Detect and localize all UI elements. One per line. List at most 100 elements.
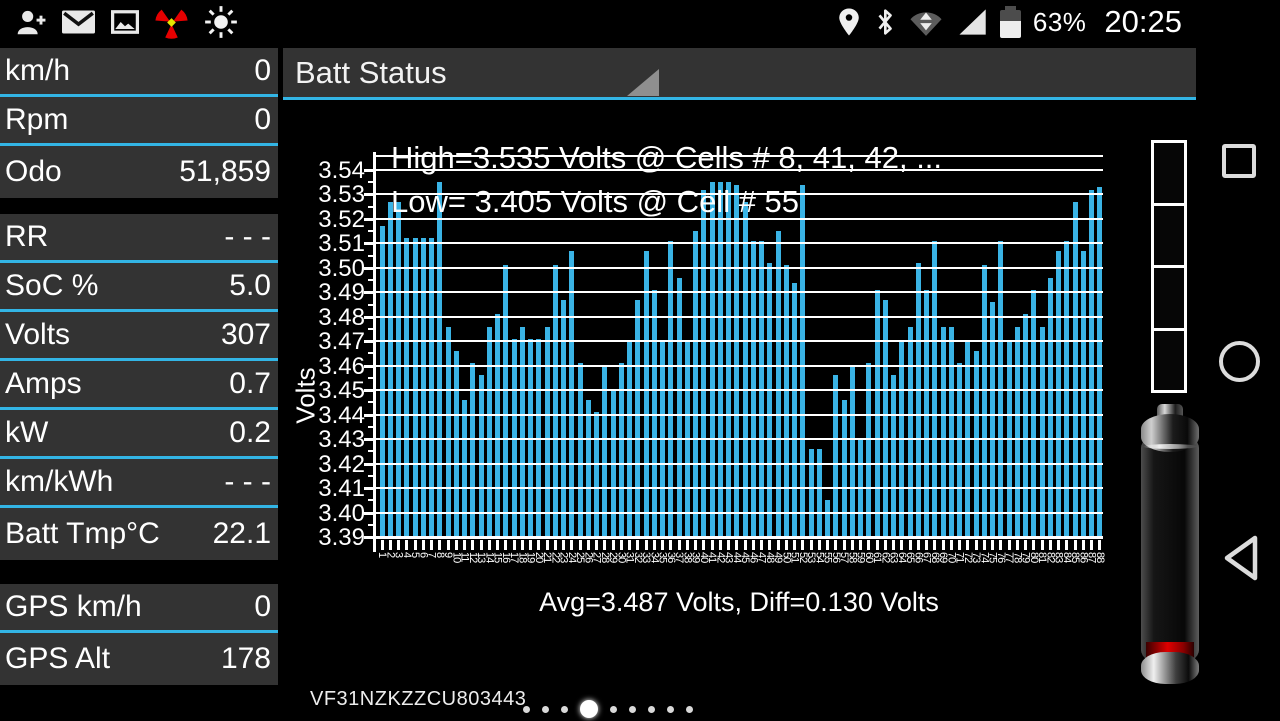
x-tick-label: 59 [854,552,867,563]
y-tick-label: 3.39 [318,524,365,551]
x-tick-label: 86 [1077,552,1090,563]
x-tick [1081,540,1085,550]
x-tick-label: 10 [450,552,463,563]
x-tick-label: 11 [458,552,471,562]
y-tick-label: 3.52 [318,206,365,233]
y-minor-tick [368,499,375,501]
telemetry-tile-odo[interactable]: Odo 51,859 [0,146,278,198]
x-tick-label: 50 [780,552,793,563]
voltage-bar [519,327,525,537]
x-tick-label: 2 [384,552,397,558]
tile-label: Volts [5,318,71,351]
x-tick-label: 76 [994,552,1007,563]
sidebar-group: RR - - - SoC % 5.0 Volts 307 Amps 0.7 kW 0.2 km/kW… [0,214,278,560]
y-minor-tick [368,255,375,257]
tile-label: Rpm [5,103,69,136]
x-tick [793,540,796,550]
x-tick [1015,540,1019,550]
telemetry-tile-kw[interactable]: kW 0.2 [0,410,278,459]
y-tick [364,267,375,270]
telemetry-tile-gps-km-h[interactable]: GPS km/h 0 [0,584,278,633]
y-tick-label: 3.45 [318,377,365,404]
y-minor-tick [368,230,375,232]
y-tick [364,389,375,392]
y-minor-tick [368,352,375,354]
gridline [375,487,1103,489]
page-dot[interactable] [610,705,617,713]
x-tick [454,540,458,550]
y-minor-tick [368,279,375,281]
y-tick-label: 3.46 [318,353,365,380]
x-tick-label: 18 [516,552,529,563]
page-dot[interactable] [523,705,530,713]
x-tick-label: 72 [961,552,974,563]
y-tick-label: 3.51 [318,230,365,257]
x-tick-label: 29 [607,552,619,563]
x-tick [892,540,895,550]
x-tick-label: 1 [376,552,388,558]
voltage-bar [561,300,566,537]
x-tick [553,540,557,550]
signal-icon [959,9,986,35]
voltage-bar [957,363,962,537]
x-tick [529,540,532,550]
x-tick [743,540,747,550]
voltage-bar [602,366,608,537]
x-tick [925,540,928,550]
x-tick-label: 9 [442,552,454,558]
telemetry-tile-km-kwh[interactable]: km/kWh - - - [0,459,278,508]
y-tick [364,438,375,441]
voltage-bar [462,400,467,537]
recents-button[interactable] [1222,144,1256,178]
page-dot[interactable] [686,705,693,713]
x-tick-label: 64 [895,552,908,563]
x-tick-label: 48 [763,552,776,563]
voltage-bar [783,265,789,537]
voltage-bar [1089,190,1094,537]
voltage-bar [618,363,624,537]
page-dot[interactable] [667,705,674,713]
x-tick-label: 46 [747,552,760,563]
y-minor-tick [368,181,375,183]
x-tick-label: 58 [846,552,859,563]
email-icon [62,10,95,34]
hotspot-icon [910,12,942,36]
telemetry-tile-rpm[interactable]: Rpm 0 [0,97,278,146]
x-tick [801,540,805,550]
y-tick [364,365,375,368]
telemetry-tile-batt-tmp-c[interactable]: Batt Tmp°C 22.1 [0,508,278,560]
y-minor-tick [368,475,375,477]
x-tick-label: 62 [879,552,892,563]
page-dot[interactable] [629,705,636,713]
battery-status-icon [999,6,1021,38]
telemetry-tile-km-h[interactable]: km/h 0 [0,48,278,97]
x-tick-label: 84 [1060,552,1073,563]
telemetry-tile-amps[interactable]: Amps 0.7 [0,361,278,410]
voltage-bar [882,300,888,537]
x-tick [413,540,417,550]
telemetry-tile-volts[interactable]: Volts 307 [0,312,278,361]
voltage-bar [709,182,715,537]
x-tick [958,540,961,550]
tile-value: 0 [254,103,271,136]
page-dot[interactable] [580,700,598,718]
voltage-bar [1056,251,1061,537]
telemetry-tile-gps-alt[interactable]: GPS Alt 178 [0,633,278,685]
x-tick-label: 54 [813,552,826,563]
x-tick-label: 88 [1093,552,1106,563]
x-tick-label: 16 [499,552,512,563]
telemetry-tile-soc-[interactable]: SoC % 5.0 [0,263,278,312]
voltage-bar [412,238,418,537]
y-tick-label: 3.54 [318,157,365,184]
page-dot[interactable] [561,705,568,713]
page-dot[interactable] [648,705,655,713]
home-button[interactable] [1219,341,1260,382]
screen-selector-spinner[interactable]: Batt Status [283,48,661,97]
telemetry-tile-rr[interactable]: RR - - - [0,214,278,263]
page-indicator[interactable] [523,697,693,721]
x-tick-label: 23 [557,552,570,563]
y-tick [364,169,375,172]
x-tick [760,540,763,550]
back-button[interactable] [1219,532,1261,584]
page-dot[interactable] [542,705,549,713]
